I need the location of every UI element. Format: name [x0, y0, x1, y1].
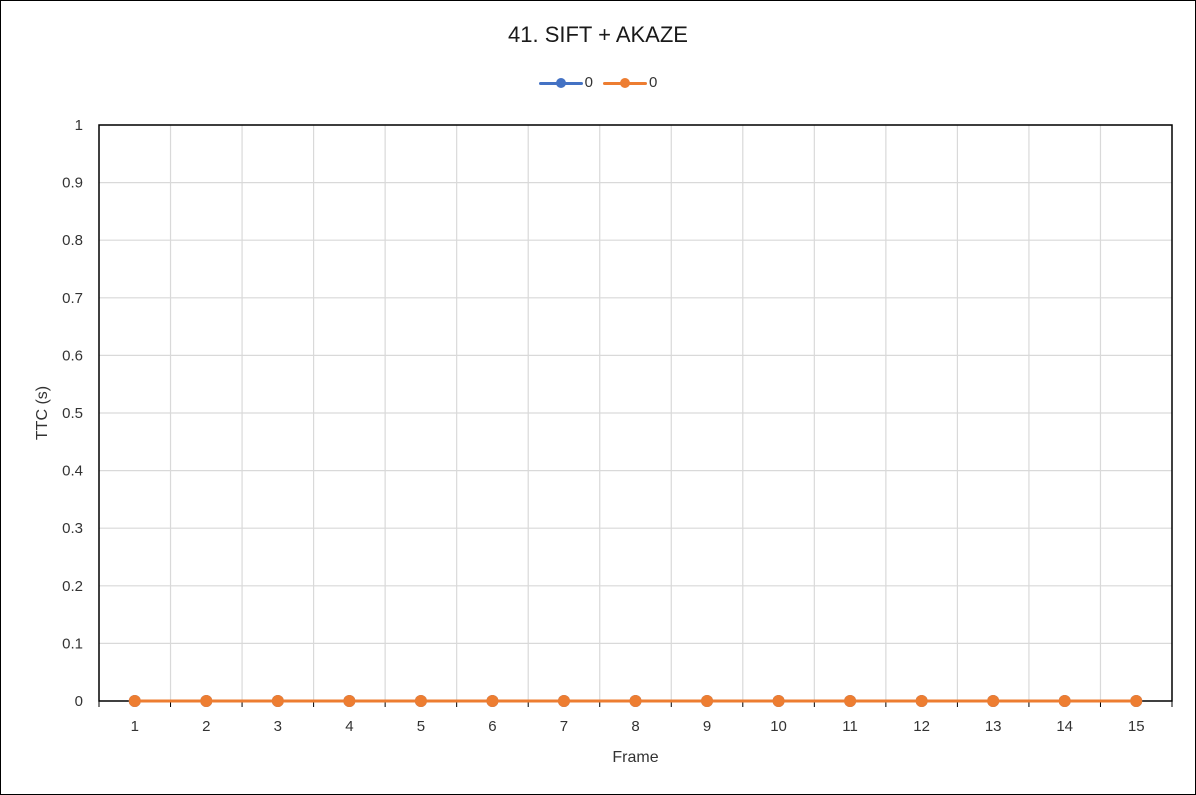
series-2-point — [343, 695, 356, 707]
legend-swatch-series-2 — [603, 75, 647, 91]
y-tick-label: 0.9 — [62, 175, 83, 192]
series-2-point — [987, 695, 1000, 707]
y-tick-label: 0.8 — [62, 232, 83, 249]
chart-title: 41. SIFT + AKAZE — [508, 22, 688, 47]
series-2-point — [1130, 695, 1143, 707]
x-tick-label: 4 — [345, 718, 353, 735]
series-2-point — [128, 695, 141, 707]
y-tick-label: 0.1 — [62, 635, 83, 652]
series-2-point — [271, 695, 284, 707]
y-tick-label: 0.4 — [62, 463, 83, 480]
chart-legend: 0 0 — [0, 74, 1196, 91]
y-tick-label: 0.7 — [62, 290, 83, 307]
series-2-point — [557, 695, 570, 707]
series-2-point — [772, 695, 785, 707]
x-tick-label: 1 — [131, 718, 139, 735]
y-tick-label: 0.5 — [62, 405, 83, 422]
series-2-point — [1058, 695, 1071, 707]
x-tick-label: 7 — [560, 718, 568, 735]
legend-label-series-1: 0 — [584, 74, 593, 91]
x-tick-label: 11 — [842, 718, 858, 735]
legend-item-series-2: 0 — [603, 74, 657, 91]
x-tick-label: 12 — [913, 718, 930, 735]
series-2-point — [915, 695, 928, 707]
legend-item-series-1: 0 — [538, 74, 593, 91]
y-axis-title: TTC (s) — [34, 386, 51, 440]
x-tick-label: 10 — [770, 718, 787, 735]
x-tick-label: 9 — [703, 718, 711, 735]
y-tick-label: 0 — [75, 693, 83, 710]
y-tick-label: 0.2 — [62, 578, 83, 595]
series-2-point — [844, 695, 857, 707]
x-tick-label: 14 — [1056, 718, 1073, 735]
y-tick-label: 1 — [75, 117, 83, 134]
x-tick-label: 2 — [202, 718, 210, 735]
x-tick-label: 5 — [417, 718, 425, 735]
series-2-point — [486, 695, 499, 707]
series-2-point — [701, 695, 714, 707]
legend-label-series-2: 0 — [649, 74, 658, 91]
x-axis-title: Frame — [612, 749, 658, 766]
x-tick-label: 13 — [985, 718, 1002, 735]
series-2-point — [629, 695, 642, 707]
x-tick-label: 3 — [274, 718, 282, 735]
x-tick-label: 15 — [1128, 718, 1145, 735]
series-2-point — [200, 695, 213, 707]
y-tick-label: 0.6 — [62, 347, 83, 364]
x-tick-label: 6 — [488, 718, 496, 735]
y-tick-label: 0.3 — [62, 520, 83, 537]
x-tick-label: 8 — [631, 718, 639, 735]
legend-swatch-series-1 — [538, 75, 583, 91]
series-2-point — [414, 695, 427, 707]
